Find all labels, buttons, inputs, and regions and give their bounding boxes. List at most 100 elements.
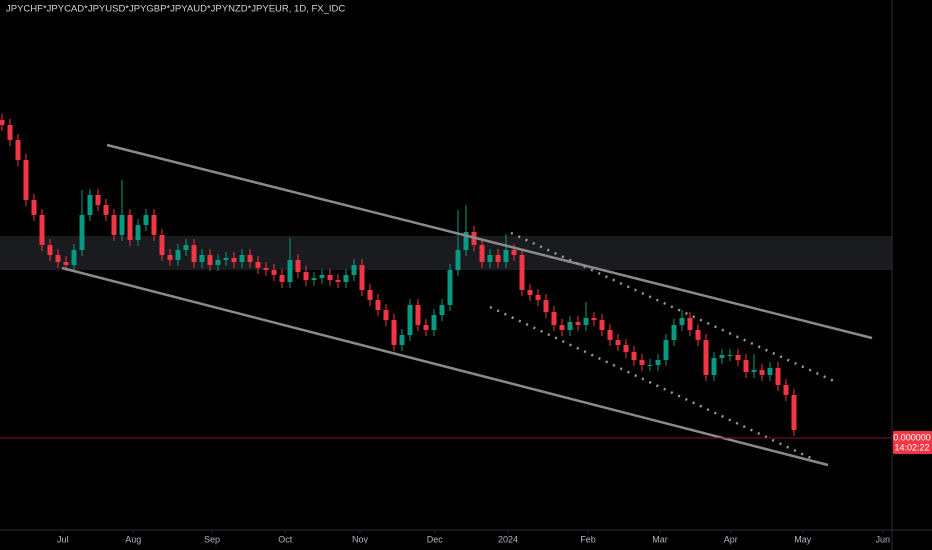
candle-body: [335, 280, 341, 282]
candle-body: [439, 305, 445, 315]
candle-body: [639, 360, 645, 365]
symbol-title: JPYCHF*JPYCAD*JPYUSD*JPYGBP*JPYAUD*JPYNZ…: [6, 4, 345, 15]
candle-body: [95, 195, 101, 205]
candle-body: [615, 340, 621, 345]
last-price-label: 0.000000: [893, 432, 931, 442]
candle-body: [231, 258, 237, 262]
candle-body: [143, 215, 149, 225]
x-tick-label: Sep: [204, 534, 220, 544]
candle-body: [479, 245, 485, 262]
inner-channel-upper: [510, 231, 837, 384]
candle-body: [367, 290, 373, 300]
candle-body: [327, 275, 333, 280]
candle-body: [79, 215, 85, 250]
x-tick-label: Jul: [57, 534, 69, 544]
countdown-label: 14:02:22: [894, 442, 929, 452]
candle-body: [247, 255, 253, 262]
candle-body: [511, 250, 517, 255]
candle-body: [39, 215, 45, 245]
candle-body: [119, 215, 125, 235]
candle-body: [783, 385, 789, 395]
x-tick-label: Nov: [352, 534, 369, 544]
candle-body: [255, 262, 261, 268]
candle-body: [151, 215, 157, 235]
candle-body: [183, 245, 189, 250]
candle-body: [383, 310, 389, 320]
candle-body: [271, 270, 277, 275]
candle-body: [111, 215, 117, 235]
candle-body: [703, 340, 709, 375]
candle-body: [743, 360, 749, 372]
candle-body: [351, 265, 357, 275]
x-tick-label: Apr: [724, 534, 738, 544]
candle-body: [583, 318, 589, 325]
candle-body: [607, 330, 613, 340]
candle-body: [647, 365, 653, 366]
candle-body: [791, 395, 797, 430]
candle-body: [71, 250, 77, 265]
candle-body: [23, 160, 29, 200]
candle-body: [135, 225, 141, 240]
support-zone: [0, 236, 892, 270]
candle-body: [535, 295, 541, 300]
candle-body: [55, 255, 61, 262]
candle-body: [543, 300, 549, 312]
candle-body: [103, 205, 109, 215]
candle-body: [551, 312, 557, 325]
candle-body: [671, 325, 677, 340]
candle-body: [31, 200, 37, 215]
candle-body: [415, 305, 421, 325]
x-tick-label: Mar: [652, 534, 668, 544]
candle-body: [239, 255, 245, 262]
candle-body: [215, 260, 221, 265]
candle-body: [343, 275, 349, 282]
candle-body: [719, 355, 725, 358]
candle-body: [767, 368, 773, 375]
candle-body: [495, 255, 501, 262]
candle-body: [223, 258, 229, 260]
candle-body: [663, 340, 669, 360]
candle-body: [287, 260, 293, 282]
candle-body: [207, 255, 213, 265]
candle-body: [519, 255, 525, 290]
candle-body: [263, 268, 269, 270]
candles: [0, 114, 797, 436]
candle-body: [167, 255, 173, 260]
candle-body: [359, 265, 365, 290]
candle-body: [279, 275, 285, 282]
candle-body: [623, 345, 629, 352]
candle-body: [407, 305, 413, 335]
candle-body: [679, 318, 685, 325]
candle-body: [399, 335, 405, 345]
x-tick-label: 2024: [498, 534, 518, 544]
candle-body: [47, 245, 53, 255]
candle-body: [455, 250, 461, 270]
x-tick-label: May: [794, 534, 812, 544]
x-tick-label: Dec: [427, 534, 444, 544]
candle-body: [711, 358, 717, 375]
candle-body: [199, 255, 205, 262]
candle-body: [655, 360, 661, 365]
x-tick-label: Feb: [580, 534, 596, 544]
candle-body: [159, 235, 165, 255]
last-price-box: [893, 431, 932, 454]
candle-body: [319, 275, 325, 278]
candle-body: [391, 320, 397, 345]
candle-body: [423, 325, 429, 330]
candle-body: [463, 232, 469, 250]
candle-body: [591, 318, 597, 320]
candle-body: [175, 250, 181, 260]
candle-body: [559, 325, 565, 330]
candle-body: [695, 330, 701, 340]
candle-body: [487, 255, 493, 262]
candle-body: [735, 355, 741, 360]
candle-body: [191, 245, 197, 262]
candle-body: [7, 125, 13, 140]
candle-body: [15, 140, 21, 160]
candle-body: [687, 318, 693, 330]
x-tick-label: Aug: [125, 534, 141, 544]
channel-upper-line: [106, 143, 873, 340]
candle-body: [631, 352, 637, 360]
